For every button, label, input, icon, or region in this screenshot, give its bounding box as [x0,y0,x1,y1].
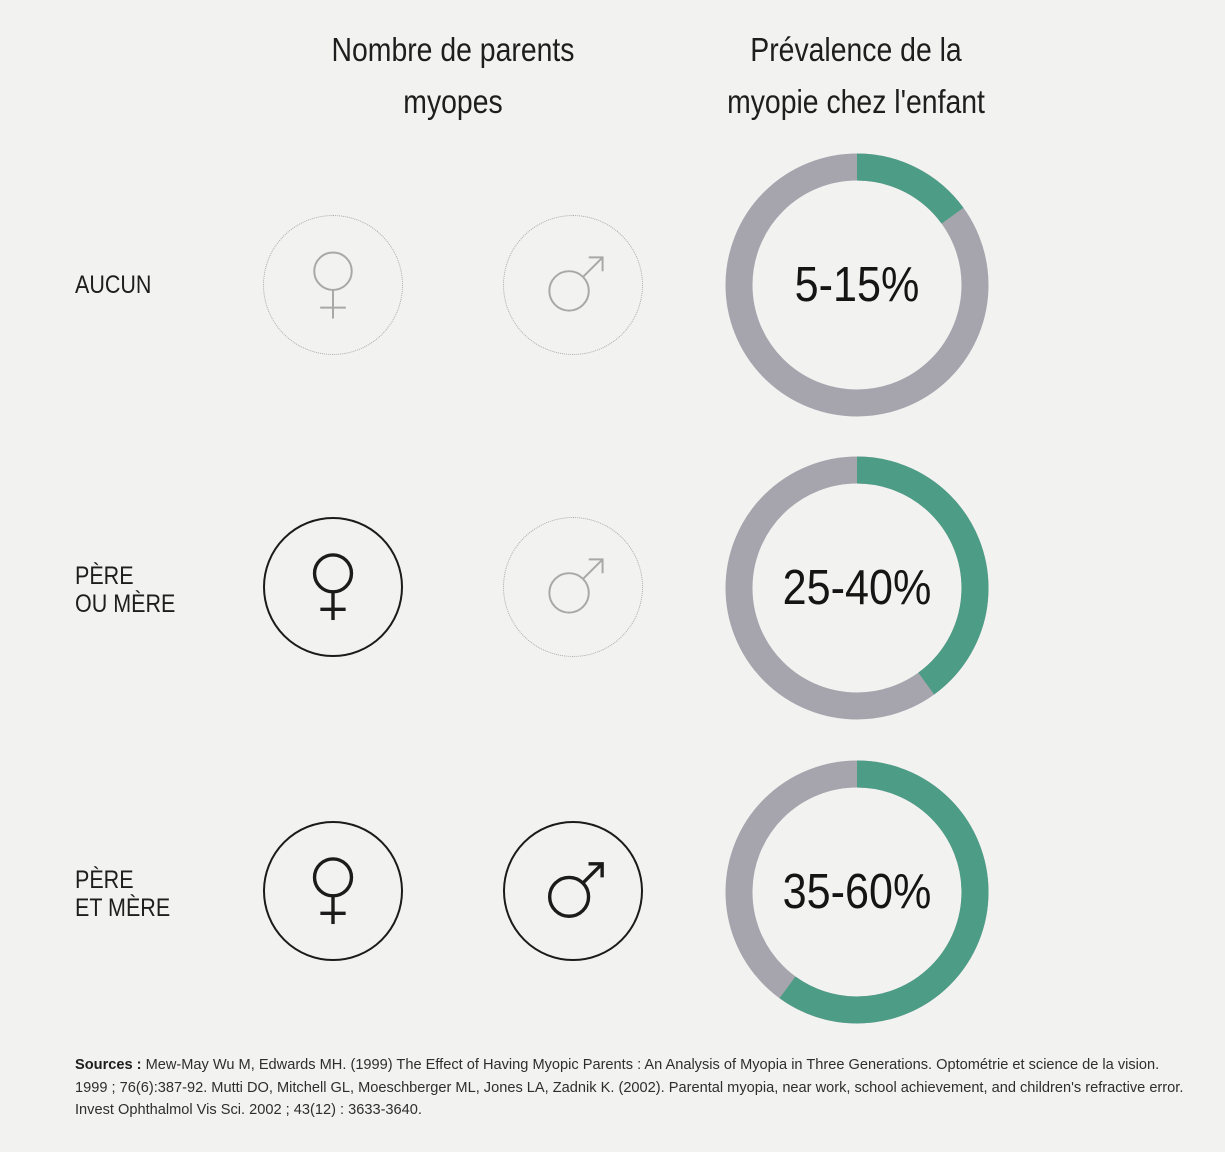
female-symbol-icon [312,857,354,925]
prevalence-title-line-1: Prévalence de la [750,31,962,68]
female-symbol-icon [312,553,354,621]
donut-highlight-arc [725,456,989,720]
female-symbol-icon [313,251,353,319]
male-symbol-icon [547,862,604,918]
prevalence-value: 25-40% [782,561,932,615]
prevalence-value: 5-15% [794,258,920,312]
prevalence-donut: 5-15% [722,150,992,420]
sources-label: Sources : [75,1057,142,1073]
donut-highlight-arc [725,760,989,1024]
parents-title-line-1: Nombre de parents [331,31,575,68]
donut-highlight-arc [725,153,989,417]
male-symbol-icon [548,558,604,614]
prevalence-title-line-2: myopie chez l'enfant [727,83,985,120]
mother-circle [263,215,403,355]
mother-circle [263,517,403,657]
prevalence-donut: 25-40% [722,453,992,723]
father-circle [503,517,643,657]
sources-note: Sources : Mew-May Wu M, Edwards MH. (199… [75,1054,1195,1122]
prevalence-column-title: Prévalence de la myopie chez l'enfant [713,24,999,128]
mother-circle [263,821,403,961]
row-label: PÈRE ET MÈRE [75,866,171,922]
father-circle [503,821,643,961]
male-symbol-icon [548,256,604,312]
prevalence-donut: 35-60% [722,757,992,1027]
father-circle [503,215,643,355]
parents-column-title: Nombre de parents myopes [324,24,582,128]
parents-title-line-2: myopes [403,83,503,120]
row-label: PÈRE OU MÈRE [75,562,176,618]
row-label: AUCUN [75,271,152,299]
sources-text: Mew-May Wu M, Edwards MH. (1999) The Eff… [75,1057,1184,1118]
prevalence-value: 35-60% [782,865,932,919]
